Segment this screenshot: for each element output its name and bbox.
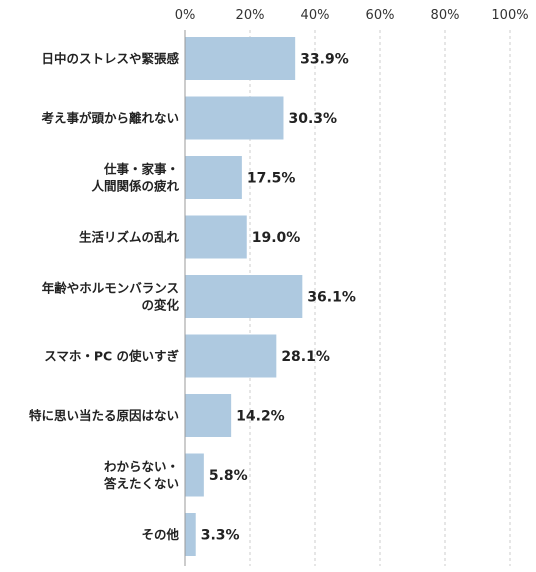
bar	[185, 394, 232, 437]
data-label: 30.3%	[288, 111, 337, 127]
data-label: 5.8%	[209, 468, 248, 484]
data-label: 33.9%	[300, 52, 349, 68]
x-tick-label: 40%	[301, 8, 330, 23]
bar	[185, 215, 247, 259]
x-tick-label: 20%	[236, 8, 265, 23]
bar	[185, 275, 303, 318]
x-tick-label: 80%	[431, 8, 460, 23]
category-label: 仕事・家事・	[103, 162, 179, 177]
bar	[185, 96, 284, 140]
bar	[185, 156, 242, 199]
data-label: 3.3%	[201, 528, 240, 544]
category-label: 特に思い当たる原因はない	[29, 408, 179, 423]
data-label: 19.0%	[252, 230, 301, 246]
bar	[185, 37, 296, 80]
data-label: 17.5%	[247, 171, 296, 187]
data-label: 28.1%	[281, 349, 330, 365]
category-label: その他	[141, 527, 179, 542]
x-tick-label: 60%	[366, 8, 395, 23]
data-label: 36.1%	[307, 290, 356, 306]
category-label: 生活リズムの乱れ	[79, 230, 180, 245]
category-label: 日中のストレスや緊張感	[41, 51, 179, 66]
category-label: わからない・	[104, 459, 179, 474]
bar	[185, 334, 277, 378]
x-tick-label: 0%	[175, 8, 196, 23]
category-label: 年齢やホルモンバランス	[42, 281, 179, 296]
category-label: スマホ・PC の使いすぎ	[44, 349, 179, 364]
category-label: 人間関係の疲れ	[91, 179, 179, 194]
x-tick-label: 100%	[491, 8, 528, 23]
category-label: の変化	[141, 298, 179, 313]
bar	[185, 513, 196, 556]
category-label: 答えたくない	[104, 476, 179, 491]
category-label: 考え事が頭から離れない	[41, 111, 179, 126]
data-label: 14.2%	[236, 409, 285, 425]
bar	[185, 453, 204, 497]
